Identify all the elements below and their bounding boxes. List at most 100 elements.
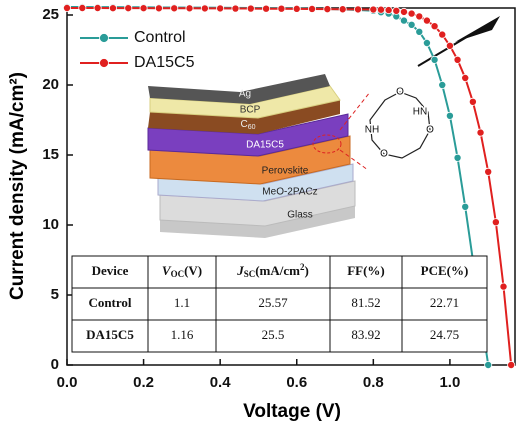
data-point	[415, 12, 424, 21]
data-point	[216, 4, 225, 13]
data-point	[376, 5, 385, 14]
x-tick-label: 1.0	[439, 374, 460, 391]
legend-label: DA15C5	[134, 54, 195, 71]
y-tick-label: 20	[42, 76, 59, 93]
data-point	[499, 282, 508, 291]
data-point	[384, 6, 393, 15]
layer-label: Perovskite	[262, 166, 309, 177]
data-point	[392, 6, 401, 15]
x-axis-label: Voltage (V)	[243, 401, 341, 422]
table-cell-part: SC	[244, 269, 256, 279]
data-point	[338, 5, 347, 14]
data-point	[507, 360, 516, 369]
table-cell: PCE(%)	[421, 263, 469, 278]
data-point	[308, 4, 317, 13]
data-point	[231, 4, 240, 13]
atom-label: HN	[413, 107, 427, 118]
y-axis-label: Current density (mA/cm²)	[7, 72, 28, 300]
data-point	[468, 97, 477, 106]
table-cell: 25.57	[258, 295, 288, 310]
data-point	[200, 4, 209, 13]
legend-marker	[99, 33, 109, 43]
table-cell-part: (mA/cm	[255, 263, 300, 278]
table-frame	[71, 255, 488, 353]
layer-label: BCP	[240, 105, 261, 116]
x-tick-label: 0.0	[57, 374, 78, 391]
data-point	[491, 218, 500, 227]
trend-arrow	[417, 21, 493, 67]
layer-label-text: C	[240, 119, 247, 130]
y-tick-label: 5	[51, 286, 59, 303]
table-cell-part: )	[304, 263, 308, 278]
table-cell: 1.1	[174, 295, 190, 310]
data-point	[438, 30, 447, 39]
table-cell: Device	[92, 263, 129, 278]
data-point	[484, 360, 493, 369]
data-point	[415, 27, 424, 36]
data-point	[124, 4, 133, 13]
table-cell: JSC(mA/cm2)	[236, 262, 309, 279]
table-cell: 1.16	[171, 327, 194, 342]
table-cell-part: OC	[171, 269, 185, 279]
crown-ring	[369, 91, 431, 159]
data-point	[422, 39, 431, 48]
layer-label-sub: 60	[248, 124, 256, 131]
data-point	[154, 4, 163, 13]
callout-line	[339, 149, 369, 171]
ag-layer	[148, 74, 330, 104]
data-point	[369, 5, 378, 14]
legend-marker	[99, 58, 109, 68]
data-point	[438, 81, 447, 90]
data-point	[422, 16, 431, 25]
data-point	[407, 9, 416, 18]
table-cell: DA15C5	[86, 327, 134, 342]
y-tick-label: 25	[42, 6, 59, 23]
data-point	[461, 74, 470, 83]
atom-label: O	[396, 87, 404, 98]
data-point	[63, 4, 72, 12]
data-point	[407, 20, 416, 29]
callout-line	[339, 91, 371, 131]
atom-label: O	[426, 125, 434, 136]
data-point	[453, 153, 462, 162]
y-tick-label: 15	[42, 146, 59, 163]
table-cell: Control	[88, 295, 131, 310]
data-point	[354, 5, 363, 14]
atom-label: O	[380, 149, 388, 160]
data-point	[399, 7, 408, 16]
meo-layer	[157, 163, 354, 202]
table-cell: 25.5	[262, 327, 285, 342]
data-point	[445, 111, 454, 120]
x-tick-label: 0.2	[133, 374, 154, 391]
data-point	[78, 4, 87, 12]
data-point	[476, 128, 485, 137]
table-cell-part: V	[162, 263, 172, 278]
layer-label: Ag	[239, 89, 251, 100]
x-tick-label: 0.8	[363, 374, 384, 391]
trend-arrow-head	[455, 16, 500, 42]
data-point	[399, 16, 408, 25]
table-cell-part: (V)	[184, 263, 202, 278]
table-cell: FF(%)	[347, 263, 385, 278]
data-point	[139, 4, 148, 13]
device-schematic	[147, 74, 431, 238]
callout-circle	[312, 134, 342, 154]
table-cell: 81.52	[351, 295, 380, 310]
data-point	[430, 55, 439, 64]
data-point	[461, 202, 470, 211]
c60-layer	[148, 100, 340, 134]
data-point	[453, 55, 462, 64]
data-point	[484, 167, 493, 176]
y-tick-label: 0	[51, 356, 59, 373]
y-tick-label: 10	[42, 216, 59, 233]
data-point	[246, 4, 255, 13]
table-cell: 22.71	[430, 295, 459, 310]
data-point	[262, 4, 271, 13]
glass-layer	[160, 206, 355, 238]
table-cell-part: J	[236, 263, 244, 278]
data-point	[185, 4, 194, 13]
legend-label: Control	[134, 29, 186, 46]
data-point	[93, 4, 102, 12]
x-tick-label: 0.4	[210, 374, 232, 391]
